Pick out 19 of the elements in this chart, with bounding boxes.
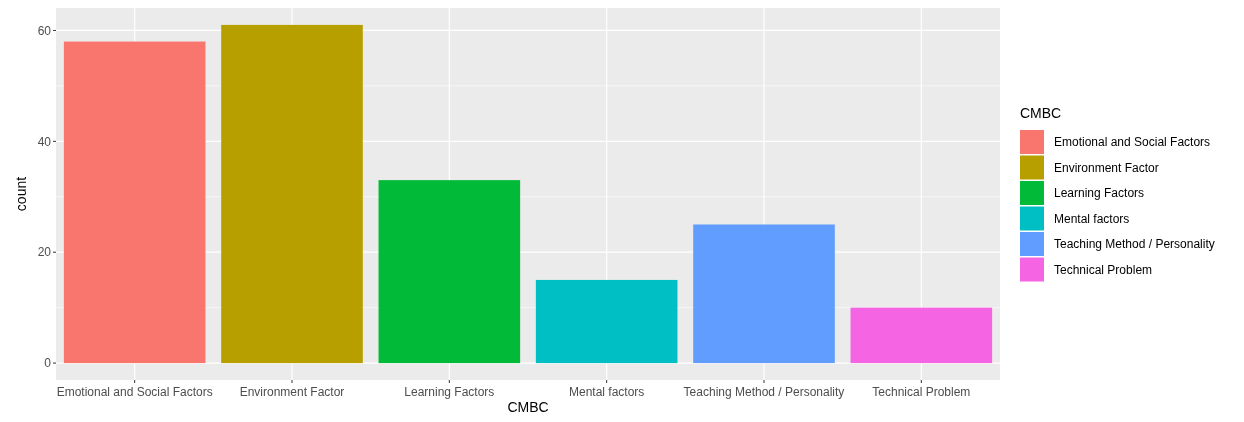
y-tick-label: 0 (44, 356, 52, 371)
legend-label: Technical Problem (1054, 262, 1153, 277)
x-tick-label: Emotional and Social Factors (56, 385, 213, 399)
x-tick-label: Teaching Method / Personality (683, 385, 845, 399)
legend-label: Environment Factor (1054, 160, 1159, 175)
legend-label: Emotional and Social Factors (1054, 135, 1211, 150)
legend-label: Learning Factors (1054, 186, 1145, 201)
y-tick-label: 60 (37, 23, 52, 38)
legend-label: Teaching Method / Personality (1054, 237, 1215, 252)
y-tick-label: 40 (37, 134, 52, 149)
y-axis-title: count (13, 176, 29, 212)
x-axis-title: CMBC (507, 399, 549, 415)
legend-label: Mental factors (1054, 211, 1130, 226)
x-tick-label: Learning Factors (404, 385, 495, 399)
x-tick-label: Mental factors (568, 385, 645, 399)
x-tick-label: Environment Factor (239, 385, 345, 399)
y-tick-label: 20 (37, 245, 52, 260)
x-tick-label: Technical Problem (872, 385, 971, 399)
legend-title: CMBC (1020, 105, 1062, 121)
